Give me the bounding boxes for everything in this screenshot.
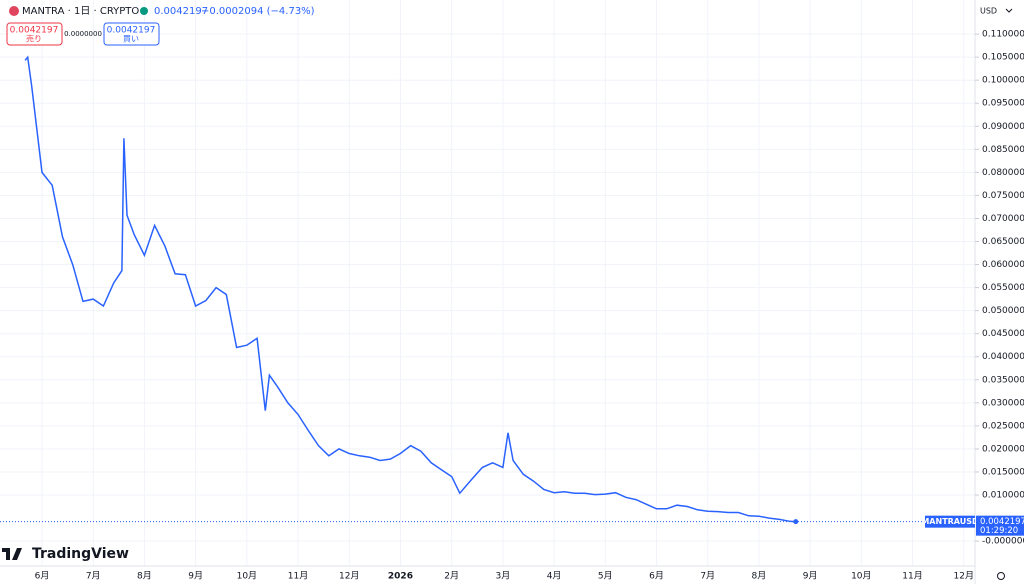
price-label: 0.0042197 [980, 517, 1024, 527]
x-tick-label: 6月 [649, 571, 664, 582]
sell-price: 0.0042197 [10, 26, 59, 36]
buy-price: 0.0042197 [107, 26, 156, 36]
logo: TradingView [2, 546, 129, 562]
last-point [793, 519, 799, 525]
buy-label: 買い [123, 35, 139, 44]
countdown: 01:29:20 [980, 526, 1018, 536]
x-tick-label: 11月 [288, 571, 308, 582]
settings-icon[interactable] [997, 572, 1005, 580]
logo-icon [2, 548, 22, 560]
x-tick-label: 12月 [339, 571, 359, 582]
y-tick-label: 0.0100000 [982, 491, 1024, 501]
x-tick-label: 4月 [547, 571, 562, 582]
x-tick-label: 3月 [495, 571, 510, 582]
x-tick-label: 7月 [86, 571, 101, 582]
symbol-label: MANTRAUSD [921, 517, 979, 526]
header: MANTRA · 1日 · CRYPTO 0.0042197 −0.000209… [6, 6, 1013, 46]
logo-text: TradingView [32, 546, 129, 562]
x-tick-label: 6月 [35, 571, 50, 582]
sell-label: 売り [26, 34, 42, 44]
x-tick-label: 8月 [137, 571, 152, 582]
x-tick-label: 10月 [237, 571, 257, 582]
symbol-icon [9, 6, 19, 16]
x-tick-label: 10月 [851, 571, 871, 582]
x-tick-label: 11月 [902, 571, 922, 582]
price-label-bg [976, 515, 1024, 536]
currency-caret[interactable] [1005, 8, 1013, 13]
buy-button[interactable] [103, 22, 160, 46]
x-tick-label: 12月 [954, 571, 974, 582]
x-tick-label: 7月 [700, 571, 715, 582]
x-tick-label: 5月 [598, 571, 613, 582]
x-tick-label: 2026 [388, 572, 413, 582]
x-tick-label: 2月 [444, 571, 459, 582]
symbol-label-bg [925, 515, 975, 528]
change: −0.0002094 (−4.73%) [201, 6, 315, 17]
y-tick-label: -0.0000000 [982, 537, 1024, 547]
spread: 0.0000000 [64, 30, 102, 38]
x-tick-label: 9月 [803, 571, 818, 582]
sell-button[interactable] [6, 22, 63, 46]
last-price: 0.0042197 [154, 6, 208, 17]
x-tick-label: 9月 [188, 571, 203, 582]
status-dot [140, 7, 148, 15]
price-line [24, 55, 796, 523]
x-tick-label: 8月 [752, 571, 767, 582]
symbol: MANTRA · 1日 · CRYPTO [22, 6, 139, 17]
currency[interactable]: USD [980, 7, 997, 16]
